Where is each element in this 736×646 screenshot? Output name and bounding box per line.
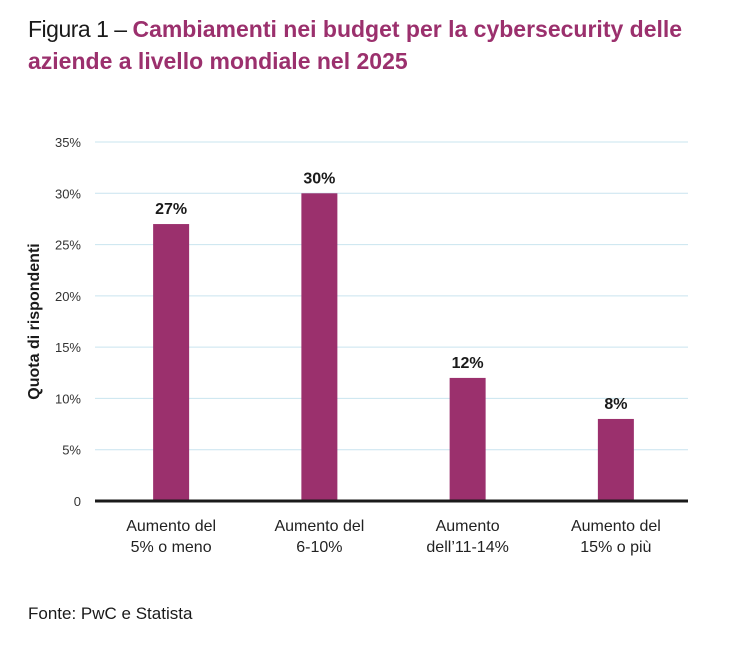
bar (153, 224, 190, 502)
y-tick-label: 0 (74, 494, 81, 509)
gridlines (95, 141, 688, 451)
data-label: 27% (155, 201, 187, 218)
y-tick-label: 15% (55, 340, 81, 355)
x-axis-labels: Aumento del 5% o meno Aumento del 6-10% Aume… (126, 518, 661, 556)
source-note: Fonte: PwC e Statista (28, 604, 193, 623)
y-axis-ticks: 0 5% 10% 15% 20% 25% 30% 35% (55, 135, 81, 509)
y-tick-label: 10% (55, 391, 81, 406)
y-tick-label: 20% (55, 289, 81, 304)
bar (449, 377, 486, 501)
data-label: 30% (303, 170, 335, 187)
y-tick-label: 25% (55, 238, 81, 253)
x-tick-label: dell’11-14% (426, 539, 508, 556)
x-tick-label: 15% o più (580, 539, 651, 556)
x-tick-label: 5% o meno (131, 539, 212, 556)
y-tick-label: 5% (62, 443, 81, 458)
data-label: 12% (452, 355, 484, 372)
y-axis-title: Quota di rispondenti (26, 243, 43, 399)
x-tick-label: Aumento del (571, 518, 661, 535)
chart-title: Figura 1 – Cambiamenti nei budget per la… (28, 13, 718, 77)
x-tick-label: Aumento del (274, 518, 364, 535)
figure-number: Figura 1 – (28, 16, 133, 42)
data-labels: 27% 30% 12% 8% (155, 170, 627, 413)
bar (301, 193, 338, 502)
y-tick-label: 30% (55, 186, 81, 201)
x-tick-label: Aumento del (126, 518, 216, 535)
bar (597, 418, 634, 501)
data-label: 8% (604, 396, 627, 413)
y-tick-label: 35% (55, 135, 81, 150)
x-tick-label: 6-10% (296, 539, 342, 556)
x-tick-label: Aumento (436, 518, 500, 535)
bars (153, 193, 634, 502)
chart-title-text: Cambiamenti nei budget per la cybersecur… (28, 16, 683, 74)
